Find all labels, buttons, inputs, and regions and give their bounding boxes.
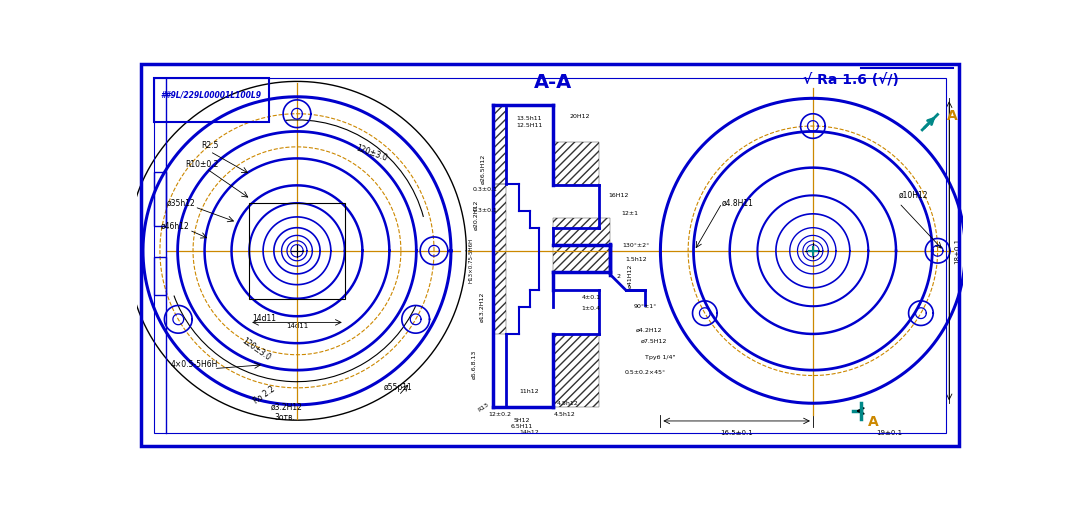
Text: A: A xyxy=(946,109,957,123)
Text: ø55р11: ø55р11 xyxy=(384,383,413,392)
Text: H13×0.75-5H6H: H13×0.75-5H6H xyxy=(469,238,473,283)
Text: 14d11: 14d11 xyxy=(285,323,308,329)
Bar xyxy=(153,78,269,122)
Text: 6.5H11: 6.5H11 xyxy=(511,424,533,429)
Text: 20H12: 20H12 xyxy=(570,114,590,119)
Text: ø26.5H12: ø26.5H12 xyxy=(481,154,486,183)
Bar xyxy=(553,245,611,272)
Text: R10±0.2: R10±0.2 xyxy=(186,160,219,169)
Text: 12±1: 12±1 xyxy=(621,211,638,216)
Bar xyxy=(249,203,344,298)
Text: ø41H12: ø41H12 xyxy=(627,264,632,288)
Bar xyxy=(494,105,506,184)
Text: 0.3±0.1: 0.3±0.1 xyxy=(472,208,497,213)
Text: 2: 2 xyxy=(616,274,620,279)
Text: R13: R13 xyxy=(476,401,489,413)
Text: ø4.8H11: ø4.8H11 xyxy=(722,198,754,208)
Text: ø13.2H12: ø13.2H12 xyxy=(480,292,484,322)
Text: 13.5h11: 13.5h11 xyxy=(517,116,542,121)
Text: 130°±2°: 130°±2° xyxy=(622,243,649,248)
Bar xyxy=(153,172,166,226)
Text: 3отв.: 3отв. xyxy=(275,413,295,422)
Text: ø4.2H12: ø4.2H12 xyxy=(635,328,662,333)
Text: ø5.6,8.13: ø5.6,8.13 xyxy=(471,350,476,379)
Text: ø20.2H12: ø20.2H12 xyxy=(473,199,479,230)
Text: 1.5h12: 1.5h12 xyxy=(624,257,647,262)
Text: ø10H12: ø10H12 xyxy=(899,191,928,200)
Text: 16.5±0.1: 16.5±0.1 xyxy=(720,430,753,436)
Text: 18±0.1: 18±0.1 xyxy=(955,238,960,264)
Text: ø46h12: ø46h12 xyxy=(161,222,190,231)
Text: 4±0.1: 4±0.1 xyxy=(582,295,601,300)
Text: 16H12: 16H12 xyxy=(608,193,629,198)
Text: ø3.2H12: ø3.2H12 xyxy=(271,402,303,412)
Text: 90°±1°: 90°±1° xyxy=(633,305,657,310)
Text: ø35h12: ø35h12 xyxy=(166,198,195,208)
Text: 4.5h12: 4.5h12 xyxy=(554,412,575,417)
Text: √ Ra 1.6 (√/): √ Ra 1.6 (√/) xyxy=(804,73,899,87)
Text: A-A: A-A xyxy=(533,73,572,92)
Text: 4.5h12: 4.5h12 xyxy=(557,401,578,406)
Text: 14d11: 14d11 xyxy=(252,314,276,323)
Text: R2.5: R2.5 xyxy=(202,141,219,150)
Text: 0.3±0.1: 0.3±0.1 xyxy=(472,187,497,192)
Text: 11h12: 11h12 xyxy=(519,389,540,394)
Text: ø7.5H12: ø7.5H12 xyxy=(641,339,667,344)
Text: 120±3.0: 120±3.0 xyxy=(355,143,388,163)
Text: 12.5H11: 12.5H11 xyxy=(516,123,543,128)
Text: 1±0.4: 1±0.4 xyxy=(582,306,601,311)
Text: 5H12: 5H12 xyxy=(514,419,530,424)
Bar xyxy=(553,142,599,185)
Text: Труб 1/4": Труб 1/4" xyxy=(645,355,676,360)
Bar xyxy=(153,257,166,295)
Text: ##9L/229L00001L100L9: ##9L/229L00001L100L9 xyxy=(161,91,262,100)
Bar xyxy=(553,334,599,407)
Text: 120±3.0: 120±3.0 xyxy=(240,336,273,363)
Text: 4×0.5-5H6H: 4×0.5-5H6H xyxy=(171,360,218,369)
Text: Ro 2.2: Ro 2.2 xyxy=(251,385,276,406)
Text: 0.5±0.2×45°: 0.5±0.2×45° xyxy=(624,370,665,375)
Text: 12±0.2: 12±0.2 xyxy=(488,412,512,417)
Bar xyxy=(494,184,506,334)
Text: 14h12: 14h12 xyxy=(519,430,540,435)
Bar xyxy=(553,219,611,245)
Text: A: A xyxy=(868,416,879,429)
Text: 19±0.1: 19±0.1 xyxy=(876,430,902,436)
